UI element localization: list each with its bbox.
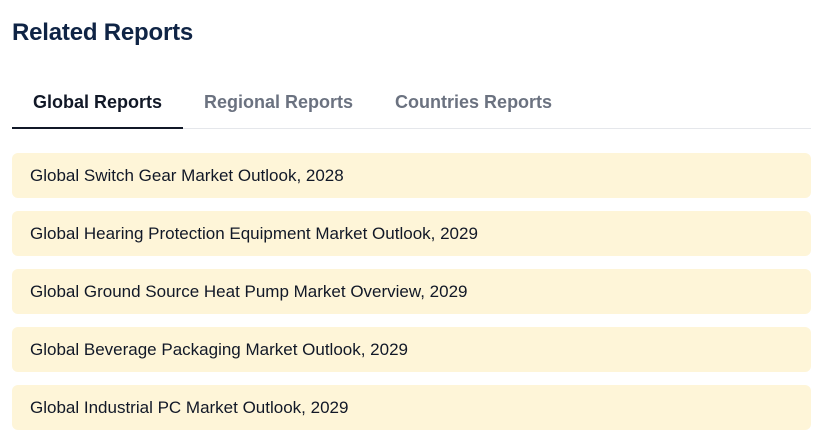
section-title: Related Reports [12,19,194,46]
tab-countries-reports[interactable]: Countries Reports [395,91,553,112]
tab-global-reports[interactable]: Global Reports [12,76,184,129]
tab-regional-reports[interactable]: Regional Reports [204,91,354,112]
report-list: Global Switch Gear Market Outlook, 2028 … [12,153,811,442]
report-link[interactable]: Global Industrial PC Market Outlook, 202… [12,385,811,430]
report-link[interactable]: Global Beverage Packaging Market Outlook… [12,327,811,372]
report-tabs: Global Reports Regional Reports Countrie… [12,76,811,129]
report-link[interactable]: Global Ground Source Heat Pump Market Ov… [12,269,811,314]
report-link[interactable]: Global Switch Gear Market Outlook, 2028 [12,153,811,198]
report-link[interactable]: Global Hearing Protection Equipment Mark… [12,211,811,256]
